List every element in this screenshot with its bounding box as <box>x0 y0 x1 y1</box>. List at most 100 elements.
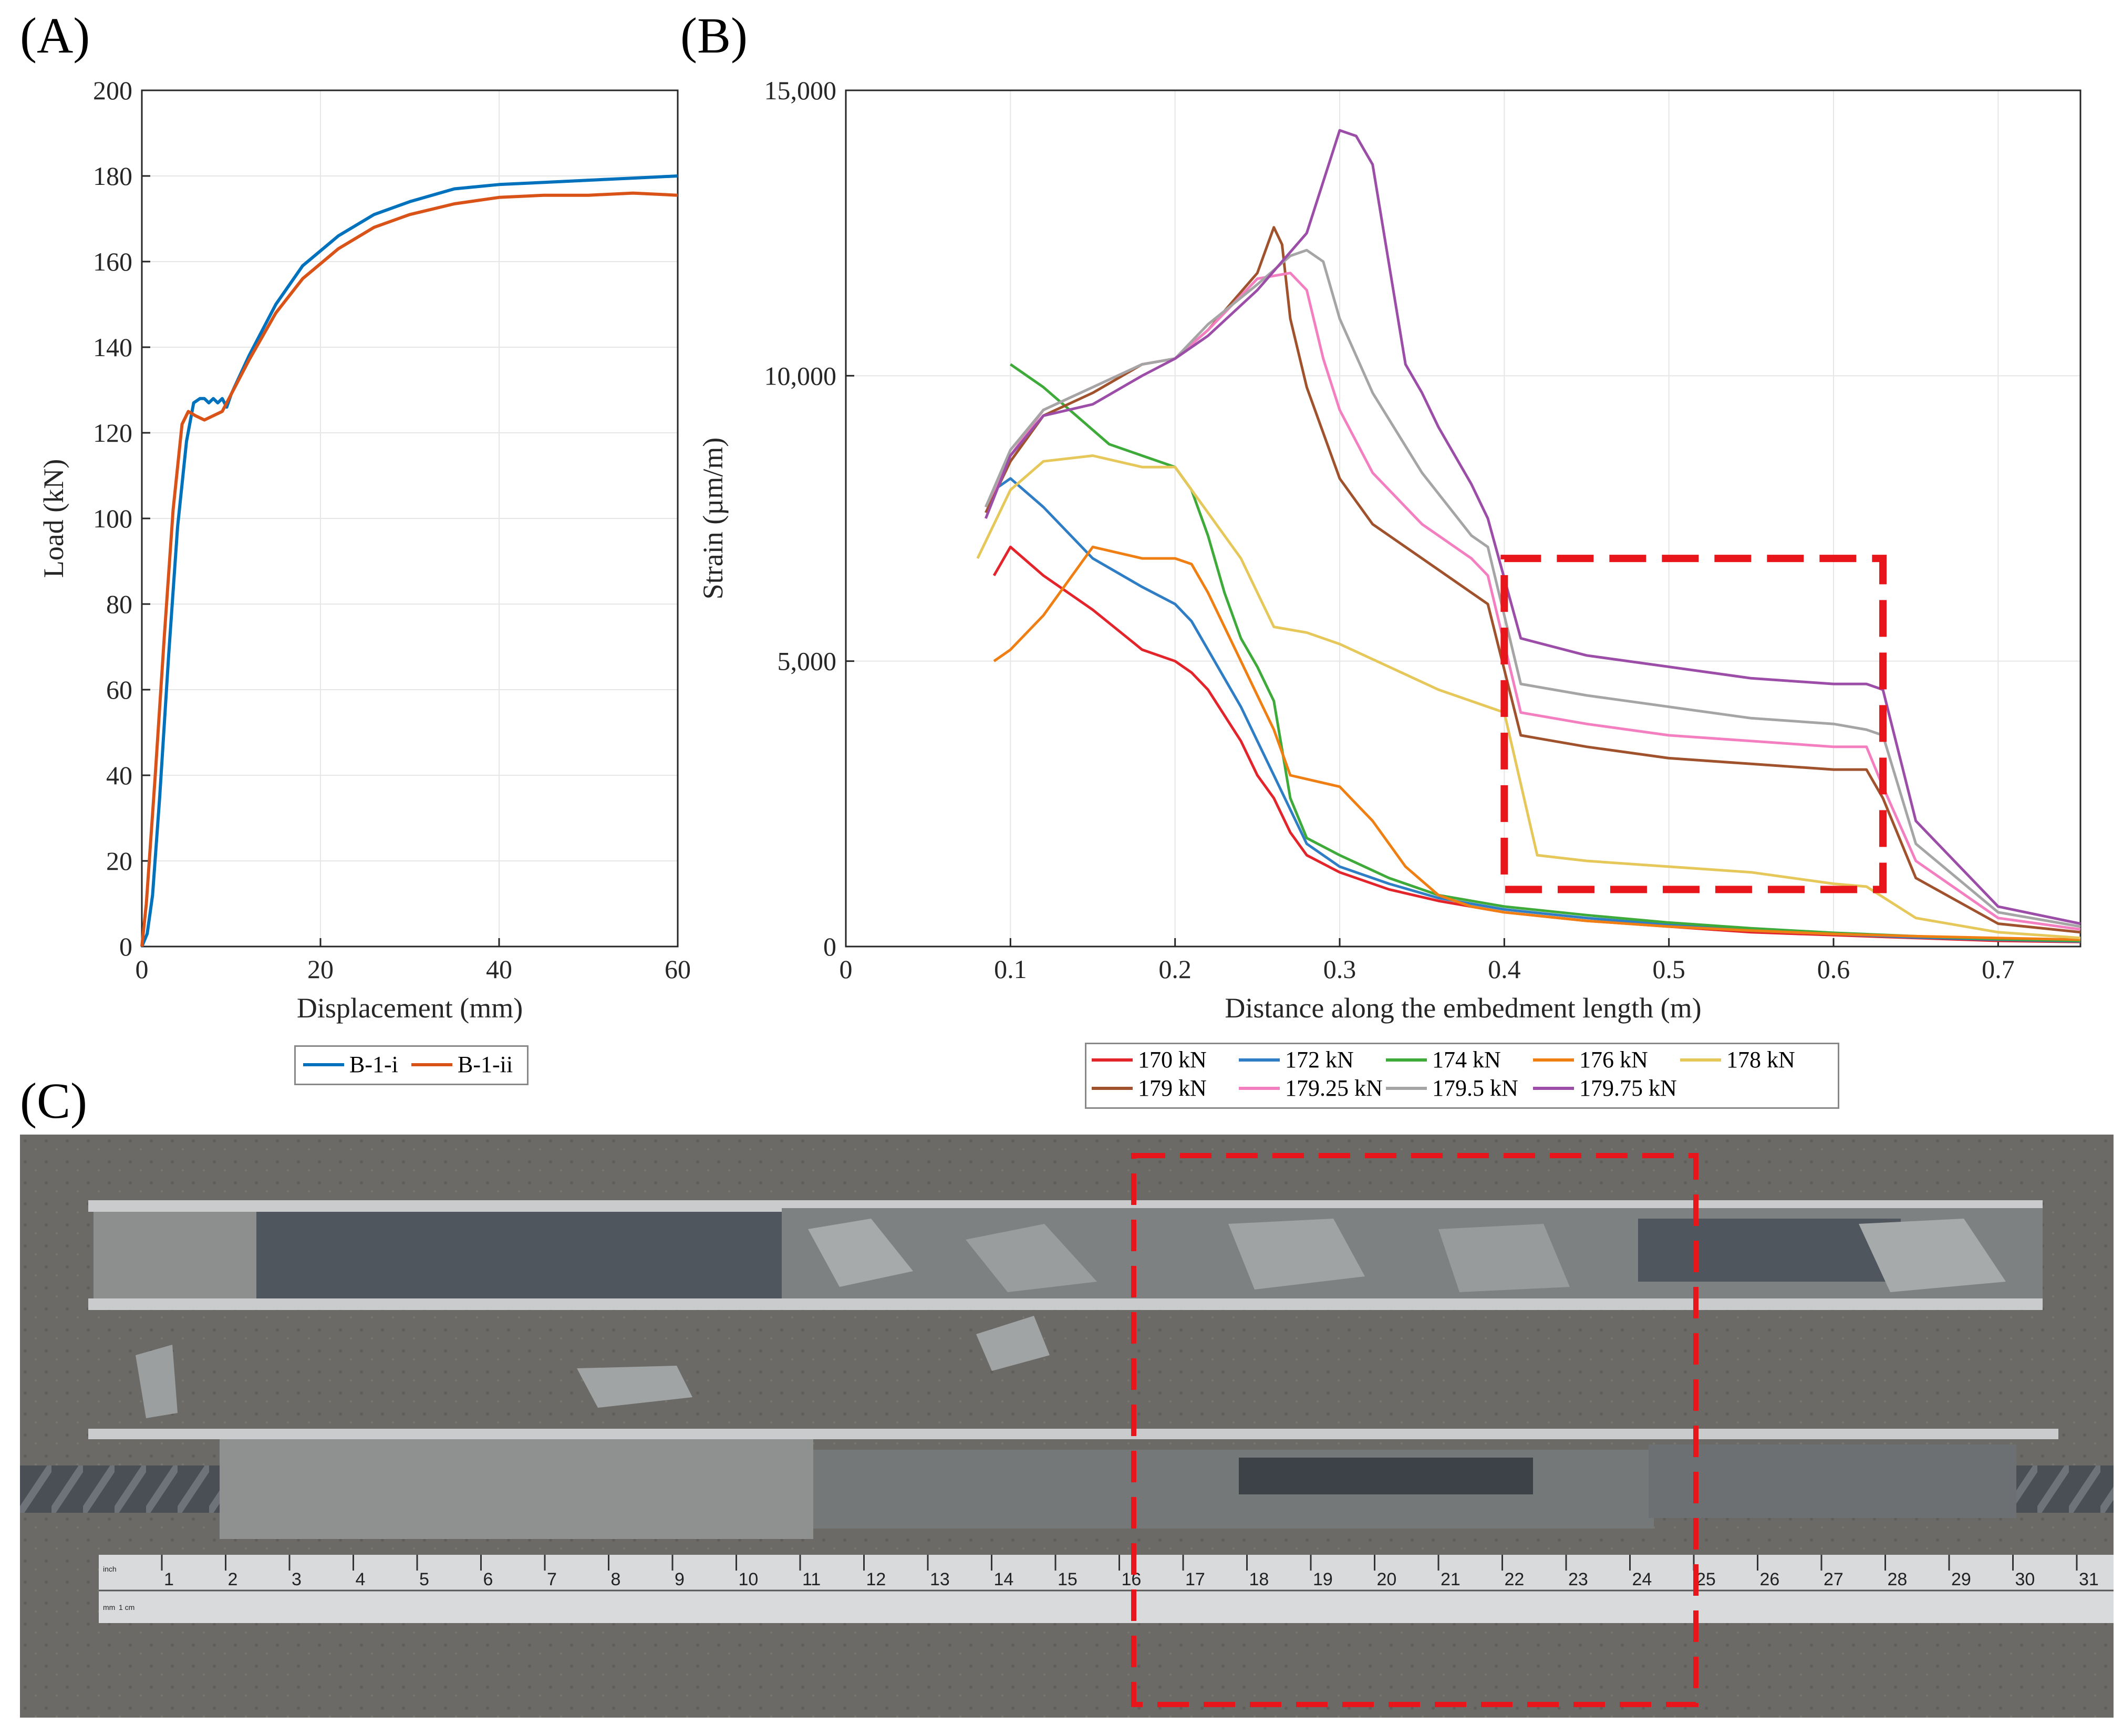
ruler-inch-unit: inch <box>103 1565 117 1573</box>
ruler-number-26: 27 <box>1824 1569 1844 1589</box>
ruler-number-3: 4 <box>356 1569 366 1589</box>
ruler-number-9: 10 <box>739 1569 759 1589</box>
chart-b-xtick-label-5: 0.5 <box>1652 954 1685 984</box>
ruler-number-2: 3 <box>292 1569 302 1589</box>
chart-b-series-1-line <box>993 477 2081 943</box>
chart-b-frame <box>845 89 2081 948</box>
ruler-number-11: 12 <box>866 1569 886 1589</box>
fragment-2 <box>976 1316 1050 1371</box>
ruler-mm-unit: mm <box>103 1603 115 1612</box>
chart-b-series-2-line <box>1009 363 2081 942</box>
chart-a-ytick-label-6: 120 <box>93 418 132 448</box>
chart-a-ylabel: Load (kN) <box>38 459 69 578</box>
ruler-cm-unit: 1 cm <box>119 1603 134 1612</box>
ruler-number-5: 6 <box>483 1569 493 1589</box>
panel-label-b: (B) <box>680 7 748 64</box>
chart-b-series-8-line <box>984 129 2081 925</box>
legend-b: 170 kN 172 kN 174 kN 176 kN 178 kN 179 k… <box>1085 1043 1839 1109</box>
ruler-number-12: 13 <box>930 1569 950 1589</box>
chart-a-xtick-label-1: 20 <box>307 954 334 984</box>
chart-b-ytick-label-3: 15,000 <box>764 76 837 105</box>
chart-b-series-5-line <box>985 226 2081 934</box>
chart-b-xtick-label-1: 0.1 <box>994 954 1027 984</box>
photo-highlight-box <box>1131 1153 1699 1707</box>
chart-a-xlabel: Displacement (mm) <box>297 992 523 1024</box>
legend-b-label-2: 172 kN <box>1285 1047 1354 1073</box>
chart-b-ytick-label-2: 10,000 <box>764 361 837 390</box>
legend-b-label-9: 179.75 kN <box>1579 1075 1677 1101</box>
top-specimen <box>88 1200 2043 1310</box>
specimen-photo: inch mm 1 cm 1 2 3 4 5 6 7 8 9 10 11 12 13 14 15 16 17 18… <box>20 1135 2114 1718</box>
legend-a-swatch-2 <box>411 1063 452 1066</box>
chart-a-ytick-label-5: 100 <box>93 504 132 533</box>
panel-label-c: (C) <box>20 1073 87 1129</box>
chart-a-xtick-label-2: 40 <box>486 954 512 984</box>
legend-b-item-6: 179 kN <box>1092 1075 1207 1101</box>
legend-b-swatch-8 <box>1386 1086 1427 1090</box>
ruler-number-29: 30 <box>2015 1569 2035 1589</box>
legend-a-label-1: B-1-i <box>349 1052 398 1077</box>
legend-b-item-9: 179.75 kN <box>1533 1075 1677 1101</box>
ruler-number-17: 18 <box>1249 1569 1269 1589</box>
ruler-number-28: 29 <box>1951 1569 1971 1589</box>
ruler-number-18: 19 <box>1313 1569 1333 1589</box>
legend-b-swatch-4 <box>1533 1058 1574 1062</box>
ruler-number-4: 5 <box>419 1569 429 1589</box>
chart-a-frame <box>141 89 679 948</box>
chart-a-xtick-label-3: 60 <box>665 954 691 984</box>
legend-b-swatch-7 <box>1239 1086 1280 1090</box>
chart-b-ytick-label-0: 0 <box>823 932 836 961</box>
measuring-ruler: inch mm 1 cm 1 2 3 4 5 6 7 8 9 10 11 12 13 14 15 16 17 18… <box>99 1555 2114 1623</box>
legend-b-swatch-2 <box>1239 1058 1280 1062</box>
ruler-number-25: 26 <box>1760 1569 1780 1589</box>
ruler-number-30: 31 <box>2079 1569 2099 1589</box>
chart-b-xtick-label-0: 0 <box>840 954 853 984</box>
specimen-photo-drawing: inch mm 1 cm 1 2 3 4 5 6 7 8 9 10 11 12 13 14 15 16 17 18… <box>20 1135 2114 1718</box>
chart-b-highlight-box <box>1500 555 1887 893</box>
ruler-number-10: 11 <box>802 1569 821 1589</box>
ruler-number-23: 24 <box>1632 1569 1652 1589</box>
legend-b-swatch-6 <box>1092 1086 1133 1090</box>
fragment-1 <box>577 1366 692 1408</box>
chart-b-xtick-label-7: 0.7 <box>1982 954 2015 984</box>
fragment-3 <box>136 1345 178 1418</box>
legend-b-item-3: 174 kN <box>1386 1046 1501 1073</box>
chart-b-series-6-line <box>985 272 2081 931</box>
legend-b-label-1: 170 kN <box>1138 1047 1207 1073</box>
ruler-number-7: 8 <box>611 1569 621 1589</box>
chart-b-series-3-line <box>993 545 2081 941</box>
panel-label-a: (A) <box>20 7 90 64</box>
bottom-specimen <box>20 1429 2114 1539</box>
chart-b-xtick-label-2: 0.2 <box>1158 954 1192 984</box>
legend-b-item-1: 170 kN <box>1092 1046 1207 1073</box>
chart-a-ytick-label-0: 0 <box>119 932 132 961</box>
ruler-number-1: 2 <box>228 1569 238 1589</box>
ruler-number-6: 7 <box>547 1569 557 1589</box>
legend-b-label-8: 179.5 kN <box>1432 1075 1518 1101</box>
chart-a-series-0-line <box>140 174 678 948</box>
chart-a-series-1-line <box>140 191 678 947</box>
chart-a-xtick-label-0: 0 <box>136 954 149 984</box>
chart-a-ytick-label-2: 40 <box>106 761 132 790</box>
ruler-number-22: 23 <box>1568 1569 1588 1589</box>
legend-b-item-2: 172 kN <box>1239 1046 1354 1073</box>
legend-a-item-1: B-1-i <box>303 1051 398 1078</box>
legend-b-item-5: 178 kN <box>1680 1046 1795 1073</box>
chart-b-series-7-line <box>985 248 2081 928</box>
ruler-number-21: 22 <box>1505 1569 1525 1589</box>
legend-b-item-7: 179.25 kN <box>1239 1075 1383 1101</box>
ruler-number-16: 17 <box>1185 1569 1205 1589</box>
legend-b-item-8: 179.5 kN <box>1386 1075 1518 1101</box>
legend-b-label-3: 174 kN <box>1432 1047 1501 1073</box>
legend-b-swatch-9 <box>1533 1086 1574 1090</box>
ruler-number-19: 20 <box>1377 1569 1397 1589</box>
ruler-number-14: 15 <box>1058 1569 1078 1589</box>
chart-b-ylabel: Strain (µm/m) <box>697 438 729 600</box>
chart-a-ytick-label-3: 60 <box>106 675 132 704</box>
ruler-number-13: 14 <box>994 1569 1014 1589</box>
legend-b-swatch-5 <box>1680 1058 1721 1062</box>
chart-b-series-4-line <box>976 454 2081 940</box>
chart-a-ytick-label-1: 20 <box>106 846 132 876</box>
chart-a-ytick-label-7: 140 <box>93 332 132 362</box>
ruler-number-8: 9 <box>675 1569 685 1589</box>
